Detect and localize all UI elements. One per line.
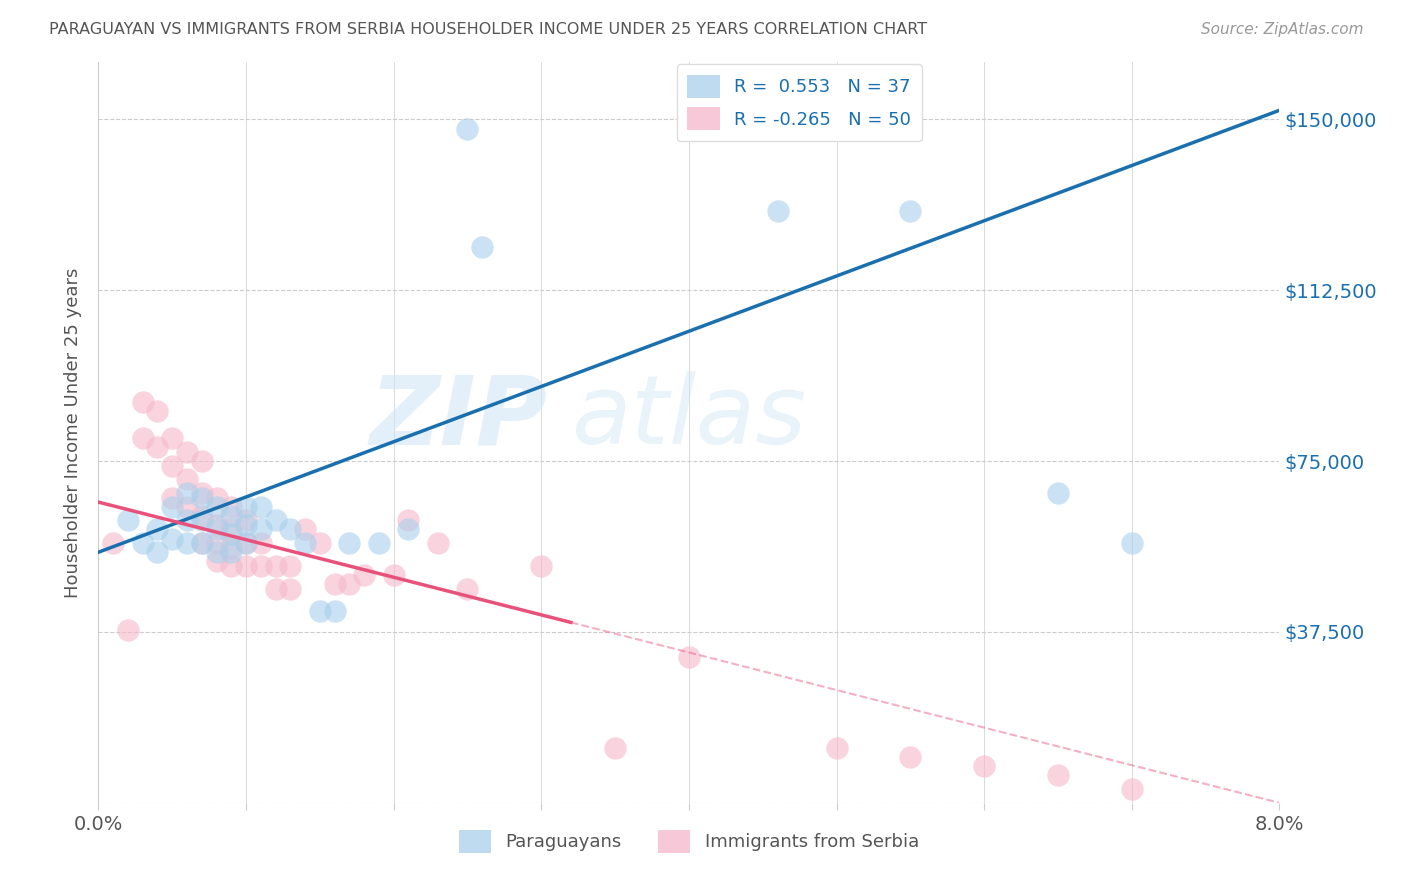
Point [162,532,183,546]
Point [205,536,228,550]
Point [191,491,214,505]
Point [162,491,183,505]
Point [323,604,346,618]
Point [280,582,302,596]
Point [221,523,243,537]
Text: PARAGUAYAN VS IMMIGRANTS FROM SERBIA HOUSEHOLDER INCOME UNDER 25 YEARS CORRELATI: PARAGUAYAN VS IMMIGRANTS FROM SERBIA HOU… [49,22,928,37]
Point [117,623,139,637]
Point [205,545,228,559]
Point [205,500,228,514]
Point [235,513,257,527]
Point [146,523,169,537]
Point [339,577,361,591]
Point [235,517,257,532]
Text: Source: ZipAtlas.com: Source: ZipAtlas.com [1201,22,1364,37]
Point [398,513,420,527]
Point [146,441,169,455]
Point [264,558,287,573]
Point [191,536,214,550]
Point [132,536,155,550]
Point [132,431,155,445]
Point [235,536,257,550]
Point [221,545,243,559]
Point [678,650,700,665]
Point [205,517,228,532]
Point [900,750,922,764]
Point [176,536,198,550]
Y-axis label: Householder Income Under 25 years: Householder Income Under 25 years [65,268,83,598]
Point [205,523,228,537]
Point [264,582,287,596]
Point [205,491,228,505]
Point [162,431,183,445]
Text: ZIP: ZIP [370,371,547,465]
Point [353,568,375,582]
Point [103,536,125,550]
Point [250,523,273,537]
Point [235,500,257,514]
Point [900,203,922,218]
Point [294,536,316,550]
Point [294,523,316,537]
Point [191,454,214,468]
Point [250,536,273,550]
Point [264,513,287,527]
Point [250,558,273,573]
Point [250,500,273,514]
Legend: Paraguayans, Immigrants from Serbia: Paraguayans, Immigrants from Serbia [451,822,927,861]
Point [176,500,198,514]
Point [191,536,214,550]
Point [176,513,198,527]
Text: atlas: atlas [571,371,806,465]
Point [457,582,479,596]
Point [825,741,848,756]
Point [221,558,243,573]
Point [132,395,155,409]
Point [176,472,198,486]
Point [162,458,183,473]
Point [235,558,257,573]
Point [323,577,346,591]
Point [457,121,479,136]
Point [1121,782,1143,797]
Point [221,527,243,541]
Point [221,508,243,523]
Point [530,558,553,573]
Point [146,404,169,418]
Point [605,741,627,756]
Point [146,545,169,559]
Point [368,536,391,550]
Point [280,523,302,537]
Point [766,203,789,218]
Point [1121,536,1143,550]
Point [205,554,228,568]
Point [176,445,198,459]
Point [427,536,450,550]
Point [176,486,198,500]
Point [382,568,405,582]
Point [398,523,420,537]
Point [471,240,494,254]
Point [162,500,183,514]
Point [221,500,243,514]
Point [309,604,332,618]
Point [973,759,995,773]
Point [339,536,361,550]
Point [309,536,332,550]
Point [191,486,214,500]
Point [1046,768,1070,782]
Point [235,536,257,550]
Point [191,513,214,527]
Point [280,558,302,573]
Point [191,508,214,523]
Point [1046,486,1070,500]
Point [117,513,139,527]
Point [221,541,243,555]
